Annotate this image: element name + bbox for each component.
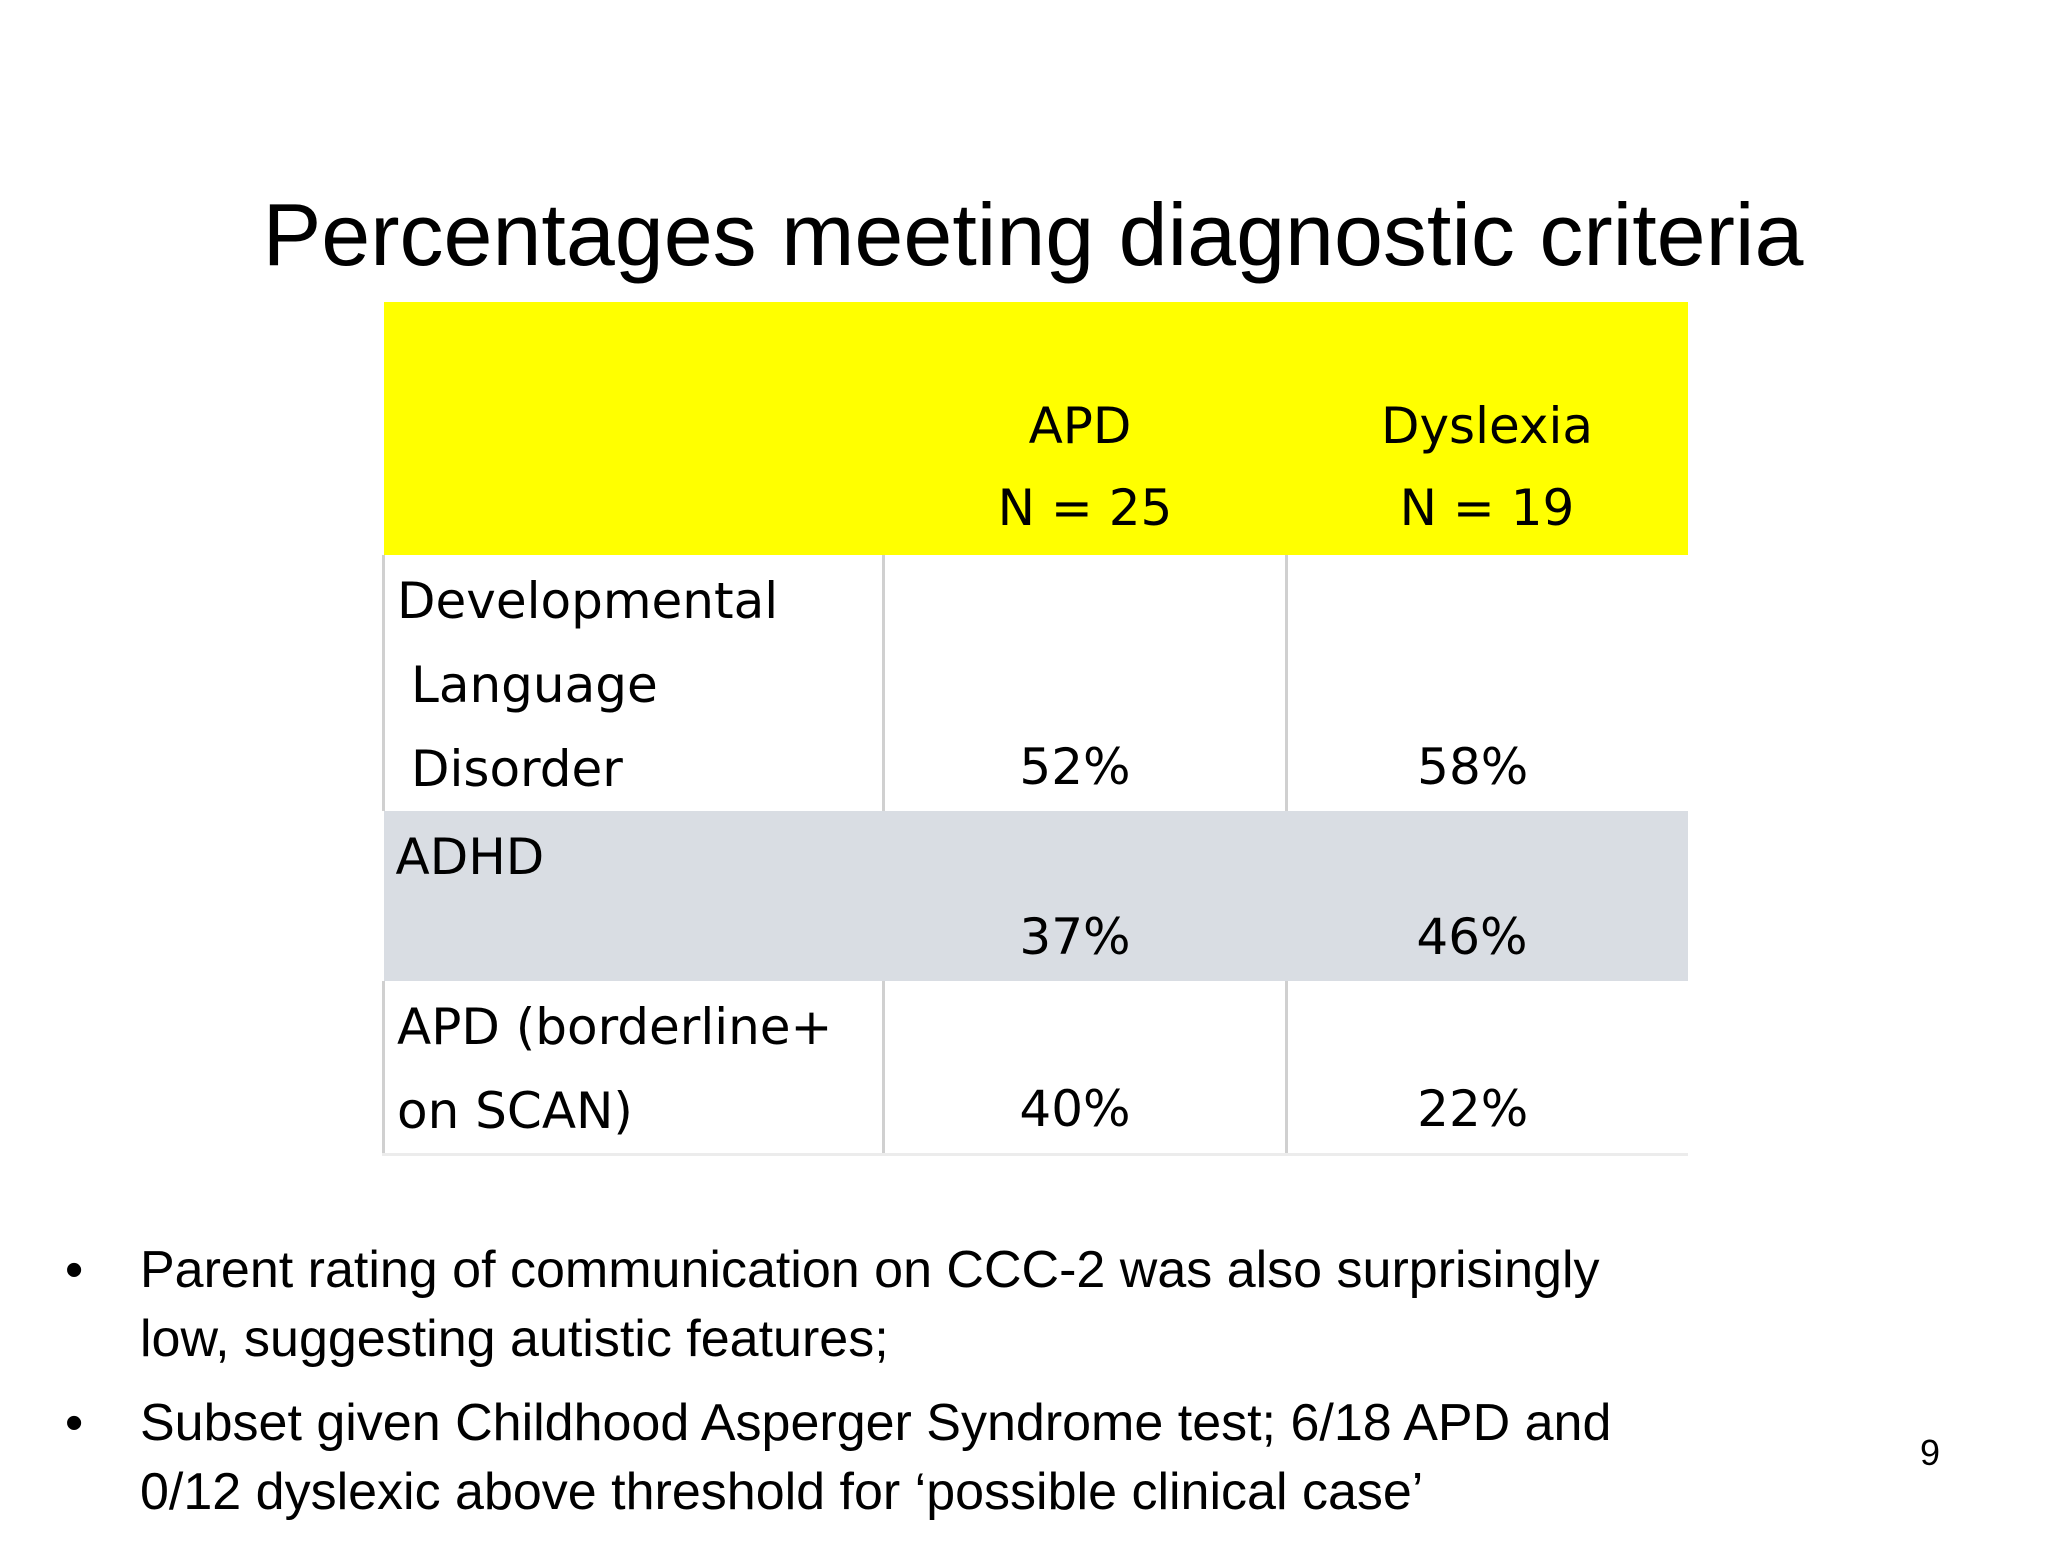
header-apd-name: APD	[1028, 397, 1132, 455]
row-label-line: ADHD	[395, 828, 545, 886]
bullet-list: • Parent rating of communication on CCC-…	[55, 1236, 1855, 1542]
cell-adhd-dyslexia: 46%	[1416, 908, 1528, 966]
bullet-line: Subset given Childhood Asperger Syndrome…	[140, 1394, 1612, 1452]
slide-title: Percentages meeting diagnostic criteria	[262, 185, 1804, 284]
header-apd-n: N = 25	[997, 479, 1173, 537]
header-dyslexia-name: Dyslexia	[1380, 397, 1594, 455]
cell-apd-scan-dyslexia: 22%	[1285, 981, 1688, 1156]
table-row: ADHD 37% 46%	[383, 811, 1688, 981]
header-empty-cell	[384, 302, 884, 555]
header-apd: APD N = 25	[884, 302, 1287, 555]
bullet-dot: •	[65, 1394, 84, 1452]
header-dyslexia-n: N = 19	[1399, 479, 1575, 537]
row-label-line: APD (borderline+	[397, 998, 833, 1056]
bullet-dot: •	[65, 1241, 84, 1299]
row-label-line: Disorder	[411, 740, 623, 798]
row-label-apd-scan: APD (borderline+ on SCAN)	[382, 981, 884, 1156]
row-label-line: on SCAN)	[397, 1082, 633, 1140]
bullet-item: • Parent rating of communication on CCC-…	[55, 1236, 1855, 1374]
header-dyslexia: Dyslexia N = 19	[1287, 302, 1688, 555]
bullet-item: • Subset given Childhood Asperger Syndro…	[55, 1389, 1855, 1527]
cell-adhd-apd: 37%	[1019, 908, 1131, 966]
page-number: 9	[1920, 1432, 1941, 1473]
row-label-line: Language	[411, 656, 658, 714]
bullet-line: 0/12 dyslexic above threshold for ‘possi…	[140, 1463, 1424, 1521]
row-label-dld: Developmental Language Disorder	[382, 555, 884, 811]
row-label-adhd: ADHD	[384, 811, 884, 981]
diagnostic-criteria-table: APD N = 25 Dyslexia N = 19 Developmental…	[382, 302, 1688, 1156]
bullet-line: low, suggesting autistic features;	[140, 1310, 889, 1368]
cell-apd-scan-apd: 40%	[882, 981, 1287, 1156]
cell-dld-dyslexia: 58%	[1285, 555, 1688, 811]
row-label-line: Developmental	[397, 572, 779, 630]
table-header-row: APD N = 25 Dyslexia N = 19	[383, 302, 1688, 555]
table-row: APD (borderline+ on SCAN) 40% 22%	[382, 981, 1688, 1156]
bullet-line: Parent rating of communication on CCC-2 …	[140, 1241, 1600, 1299]
cell-dld-apd: 52%	[882, 555, 1287, 811]
table-row: Developmental Language Disorder 52% 58%	[382, 555, 1688, 811]
